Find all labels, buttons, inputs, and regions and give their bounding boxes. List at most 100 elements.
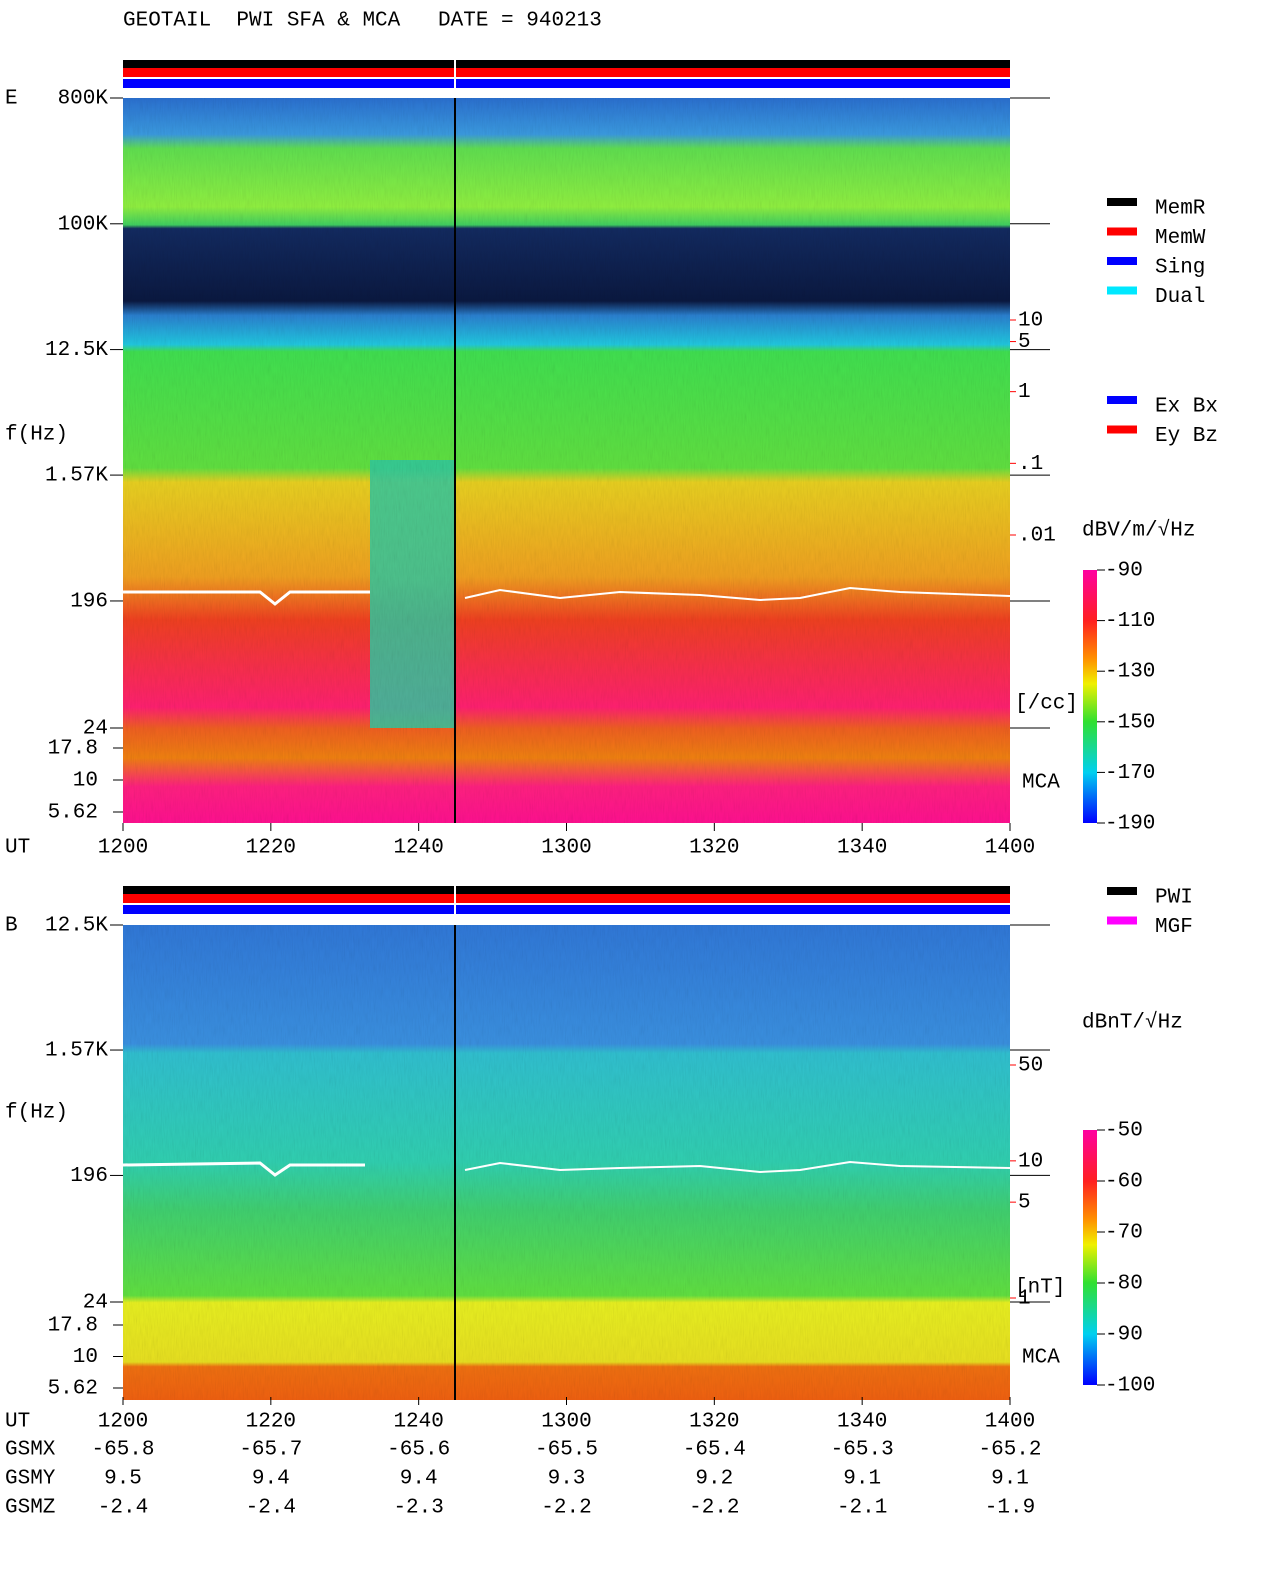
colorbar-tick-label: -90: [1105, 1324, 1143, 1347]
y-tick-label: 12.5K: [45, 339, 108, 362]
orbit-value: 9.4: [400, 1468, 438, 1491]
legend-swatch: [1107, 916, 1137, 925]
colorbar-tick-label: -100: [1105, 1375, 1155, 1398]
x-tick-label: 1400: [985, 837, 1035, 860]
y-axis-label: f(Hz): [5, 1102, 68, 1125]
colorbar-unit: dBV/m/√Hz: [1082, 519, 1195, 543]
density-tick-label: 5: [1018, 331, 1031, 354]
density-tick-label: .01: [1018, 525, 1056, 548]
orbit-value: -65.2: [978, 1439, 1041, 1462]
legend-label: MemR: [1155, 198, 1206, 221]
y-tick-label: 12.5K: [45, 915, 108, 938]
legend-swatch: [1107, 227, 1137, 236]
density-tick-label: 10: [1018, 1150, 1043, 1173]
panel-label: B: [5, 915, 18, 938]
legend-label: Ex Bx: [1155, 396, 1218, 419]
mca-tick-label: 5.62: [48, 1378, 98, 1401]
orbit-value: -2.3: [393, 1497, 443, 1520]
colorbar-tick-label: -60: [1105, 1171, 1143, 1194]
density-tick-label: 10: [1018, 310, 1043, 333]
y-tick-label: 24: [83, 1292, 108, 1315]
mca-tick-label: 10: [73, 1346, 98, 1369]
orbit-value: 9.5: [104, 1468, 142, 1491]
status-bar: [123, 886, 1010, 894]
status-bar: [123, 894, 1010, 903]
orbit-value: -2.2: [541, 1497, 591, 1520]
y-tick-label: 24: [83, 718, 108, 741]
legend-label: PWI: [1155, 887, 1193, 910]
legend-swatch: [1107, 396, 1137, 404]
orbit-row-label: GSMZ: [5, 1497, 55, 1520]
orbit-value: -2.1: [837, 1497, 887, 1520]
y-axis-label: f(Hz): [5, 424, 68, 447]
orbit-value: -65.5: [535, 1439, 598, 1462]
legend-label: Ey Bz: [1155, 425, 1218, 448]
mca-tick-label: 17.8: [48, 738, 98, 761]
density-tick-label: .1: [1018, 453, 1043, 476]
x-tick-label: 1220: [246, 837, 296, 860]
legend-swatch: [1107, 887, 1137, 895]
colorbar-tick-label: -90: [1105, 560, 1143, 583]
trace: [122, 1161, 365, 1177]
orbit-value: 9.1: [991, 1468, 1029, 1491]
density-tick-label: 50: [1018, 1055, 1043, 1078]
legend-label: Dual: [1155, 286, 1205, 309]
x-tick-label: 1340: [837, 1411, 887, 1434]
density-unit: [/cc]: [1015, 693, 1078, 716]
y-tick-label: 196: [70, 1165, 108, 1188]
orbit-value: 9.2: [695, 1468, 733, 1491]
x-tick-label: 1340: [837, 837, 887, 860]
x-axis-label: UT: [5, 1411, 30, 1434]
x-tick-label: 1400: [985, 1411, 1035, 1434]
status-bar: [123, 60, 1010, 68]
chart-title: GEOTAIL PWI SFA & MCA DATE = 940213: [123, 10, 602, 33]
orbit-value: 9.4: [252, 1468, 290, 1491]
orbit-value: -65.6: [387, 1439, 450, 1462]
status-bar: [123, 68, 1010, 77]
colorbar-unit: dBnT/√Hz: [1082, 1011, 1183, 1035]
orbit-value: -2.2: [689, 1497, 739, 1520]
trace: [123, 590, 370, 606]
x-tick-label: 1240: [393, 837, 443, 860]
trace: [464, 1160, 1011, 1174]
status-bar: [123, 905, 1010, 914]
legend-swatch: [1107, 286, 1137, 295]
colorbar-tick-label: -50: [1105, 1120, 1143, 1143]
y-tick-label: 1.57K: [45, 1040, 108, 1063]
x-tick-label: 1240: [393, 1411, 443, 1434]
x-axis-label: UT: [5, 837, 30, 860]
y-tick-label: 1.57K: [45, 465, 108, 488]
x-tick-label: 1300: [541, 1411, 591, 1434]
x-tick-label: 1200: [98, 1411, 148, 1434]
mca-tick-label: 5.62: [48, 802, 98, 825]
legend-swatch: [1107, 198, 1137, 206]
orbit-value: -65.4: [683, 1439, 746, 1462]
orbit-value: -65.8: [91, 1439, 154, 1462]
orbit-value: -1.9: [985, 1497, 1035, 1520]
colorbar-tick-label: -110: [1105, 610, 1155, 633]
orbit-row-label: GSMY: [5, 1468, 56, 1491]
spectrogram-texture: [123, 98, 1010, 823]
legend-swatch: [1107, 257, 1137, 265]
mca-label: MCA: [1022, 772, 1060, 795]
x-tick-label: 1320: [689, 1411, 739, 1434]
x-tick-label: 1320: [689, 837, 739, 860]
density-tick-label: 1: [1018, 1288, 1031, 1311]
legend-label: MemW: [1155, 227, 1206, 250]
orbit-value: -2.4: [246, 1497, 296, 1520]
legend-label: Sing: [1155, 257, 1205, 280]
x-tick-label: 1220: [246, 1411, 296, 1434]
x-tick-label: 1300: [541, 837, 591, 860]
colorbar: [1083, 1130, 1097, 1385]
colorbar: [1083, 570, 1097, 823]
orbit-value: -65.3: [831, 1439, 894, 1462]
y-tick-label: 100K: [58, 213, 109, 236]
orbit-value: 9.1: [843, 1468, 881, 1491]
y-tick-label: 196: [70, 591, 108, 614]
colorbar-tick-label: -70: [1105, 1222, 1143, 1245]
trace: [464, 586, 1011, 602]
density-tick-label: 1: [1018, 381, 1031, 404]
x-tick-label: 1200: [98, 837, 148, 860]
